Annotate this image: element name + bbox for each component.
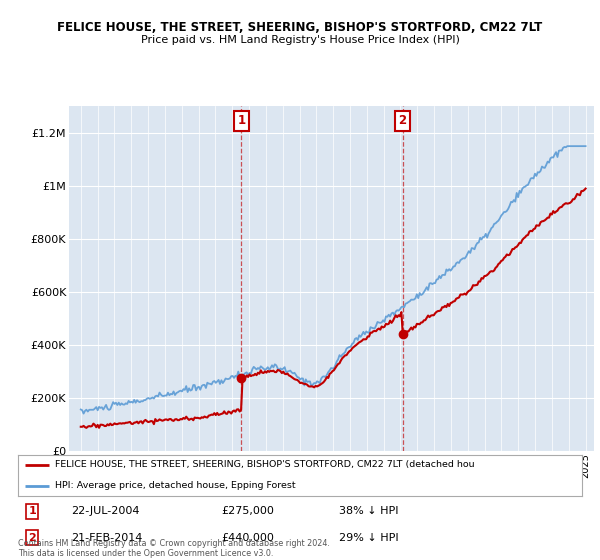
- Text: 1: 1: [238, 114, 245, 128]
- Text: 22-JUL-2004: 22-JUL-2004: [71, 506, 140, 516]
- Text: 21-FEB-2014: 21-FEB-2014: [71, 533, 143, 543]
- Text: £440,000: £440,000: [221, 533, 274, 543]
- Text: Price paid vs. HM Land Registry's House Price Index (HPI): Price paid vs. HM Land Registry's House …: [140, 35, 460, 45]
- Text: FELICE HOUSE, THE STREET, SHEERING, BISHOP'S STORTFORD, CM22 7LT: FELICE HOUSE, THE STREET, SHEERING, BISH…: [58, 21, 542, 34]
- Text: 1: 1: [28, 506, 36, 516]
- Text: 38% ↓ HPI: 38% ↓ HPI: [340, 506, 399, 516]
- Text: HPI: Average price, detached house, Epping Forest: HPI: Average price, detached house, Eppi…: [55, 482, 295, 491]
- Text: £275,000: £275,000: [221, 506, 274, 516]
- Text: 2: 2: [398, 114, 407, 128]
- Text: FELICE HOUSE, THE STREET, SHEERING, BISHOP'S STORTFORD, CM22 7LT (detached hou: FELICE HOUSE, THE STREET, SHEERING, BISH…: [55, 460, 474, 469]
- Text: 2: 2: [28, 533, 36, 543]
- Text: 29% ↓ HPI: 29% ↓ HPI: [340, 533, 399, 543]
- Text: Contains HM Land Registry data © Crown copyright and database right 2024.
This d: Contains HM Land Registry data © Crown c…: [18, 539, 330, 558]
